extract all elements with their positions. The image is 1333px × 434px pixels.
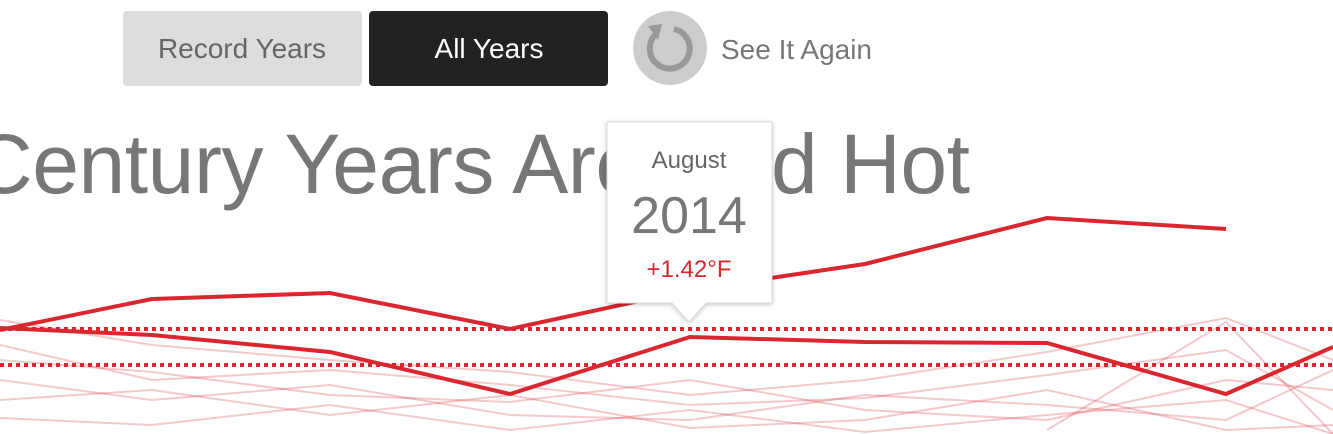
replay-button[interactable]: See It Again xyxy=(633,11,872,85)
tooltip-year: 2014 xyxy=(631,187,747,245)
highlight-line xyxy=(0,215,1227,332)
background-lines xyxy=(0,316,1333,434)
tooltip-value: +1.42°F xyxy=(647,256,732,283)
tooltip: August 2014 +1.42°F xyxy=(606,121,773,323)
all-years-button[interactable]: All Years xyxy=(369,11,608,86)
replay-label: See It Again xyxy=(721,34,872,65)
highlight-line xyxy=(0,326,1333,397)
button-label: All Years xyxy=(435,33,544,64)
button-label: Record Years xyxy=(158,33,326,64)
title: Century Years Are Red Hot xyxy=(0,117,970,211)
record-years-button[interactable]: Record Years xyxy=(123,11,362,86)
tooltip-month: August xyxy=(652,147,727,174)
